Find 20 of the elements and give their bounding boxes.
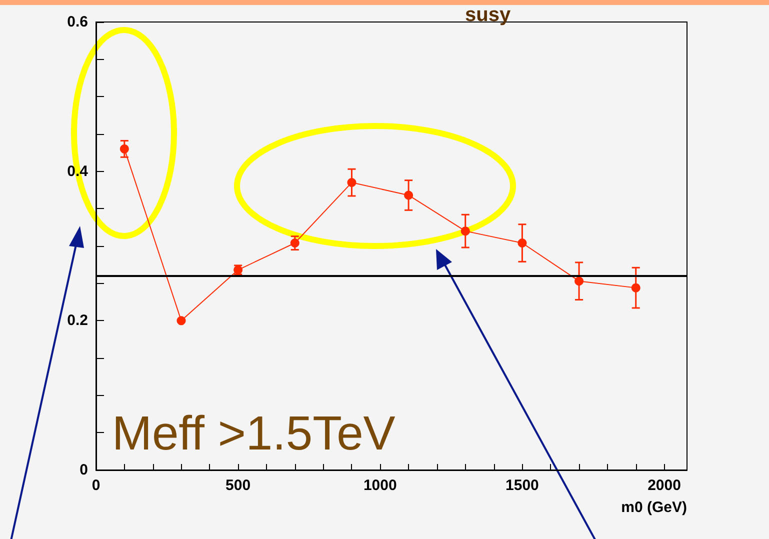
x-tick-label: 2000 <box>648 477 681 494</box>
point <box>631 283 640 292</box>
chart-title: susy <box>465 4 512 26</box>
x-tick-label: 0 <box>92 477 100 494</box>
x-tick-label: 500 <box>226 477 251 494</box>
y-tick-label: 0.2 <box>67 312 88 330</box>
point <box>518 238 527 248</box>
point <box>176 316 186 326</box>
point <box>290 238 300 248</box>
point <box>460 226 470 236</box>
point <box>120 144 129 154</box>
y-tick-label: 0.6 <box>67 14 88 30</box>
x-tick-label: 1000 <box>363 477 397 494</box>
annotation: Meff >1.5TeV <box>112 408 396 460</box>
x-axis-title: m0 (GeV) <box>621 499 688 516</box>
point <box>574 276 584 286</box>
x-tick-label: 1500 <box>506 477 539 494</box>
y-tick-label: 0 <box>80 462 88 478</box>
point <box>347 178 356 188</box>
point <box>404 190 414 200</box>
